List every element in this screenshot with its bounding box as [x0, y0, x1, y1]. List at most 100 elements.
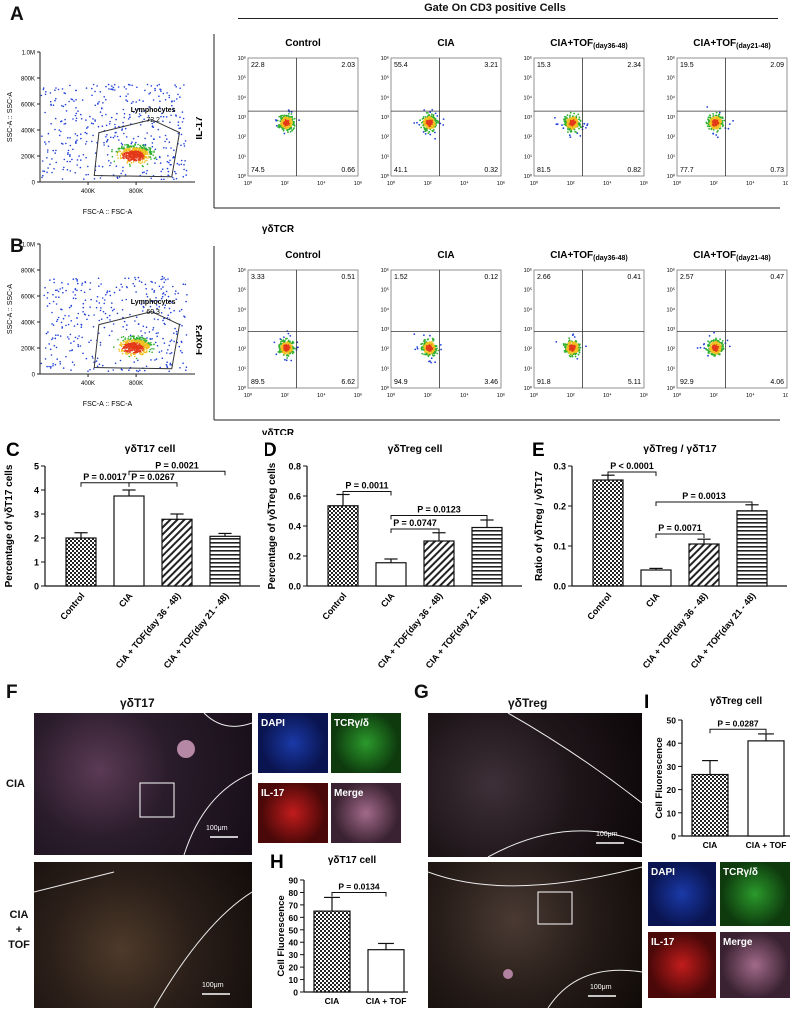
scatter-event: [90, 298, 92, 301]
scatter-event: [131, 339, 134, 341]
scatter-event: [169, 362, 172, 365]
y-tick-label: 0: [671, 832, 676, 842]
flow-event: [722, 124, 725, 127]
scatter-event: [124, 349, 127, 351]
quadrant-ul: 55.4: [394, 62, 408, 69]
scatter-event: [57, 88, 60, 91]
y-tick-label: 40: [289, 938, 299, 948]
flow-event: [728, 123, 731, 125]
flow-event: [713, 123, 716, 126]
scatter-event: [154, 359, 156, 361]
scatter-event: [144, 283, 147, 286]
scatter-event: [111, 148, 113, 151]
y-tick-label: 20: [289, 963, 299, 973]
scatter-event: [96, 357, 99, 360]
scatter-event: [121, 286, 123, 288]
flow-event: [709, 123, 712, 126]
scatter-event: [41, 160, 44, 162]
flow-event: [281, 343, 284, 346]
scatter-event: [136, 351, 138, 354]
scatter-event: [107, 138, 109, 141]
flow-event: [696, 347, 699, 349]
scatter-event: [122, 170, 124, 172]
scatter-event: [56, 289, 58, 291]
flow-event: [573, 128, 576, 131]
p-value: P < 0.0001: [610, 461, 654, 471]
scatter-event: [85, 156, 87, 159]
flow-event: [716, 126, 719, 129]
scatter-event: [85, 174, 87, 176]
scatter-event: [125, 88, 127, 90]
flow-plot-frame: [247, 57, 359, 177]
scatter-event: [55, 87, 57, 89]
scatter-event: [109, 164, 111, 167]
flow-event: [713, 351, 716, 353]
scatter-event: [167, 170, 170, 173]
scatter-event: [61, 287, 64, 289]
scatter-event: [70, 369, 72, 371]
scatter-event: [148, 106, 150, 108]
flow-event: [289, 348, 292, 351]
scatter-event: [150, 153, 153, 155]
scatter-event: [154, 148, 157, 151]
flow-event: [569, 125, 572, 128]
scatter-event: [152, 300, 155, 302]
scatter-event: [170, 114, 172, 117]
flow-x-tick-label: 10⁴: [603, 392, 612, 399]
scatter-event: [143, 351, 146, 354]
scatter-event: [116, 176, 119, 179]
scatter-event: [114, 131, 117, 134]
scatter-event: [147, 155, 150, 158]
flow-event: [564, 343, 567, 345]
flow-event: [567, 131, 569, 133]
scatter-event: [106, 316, 109, 319]
scatter-event: [157, 128, 160, 131]
scatter-event: [52, 300, 55, 303]
scatter-event: [119, 95, 122, 98]
quadrant-ll: 92.9: [680, 379, 694, 386]
scatter-event: [157, 332, 159, 334]
flow-event: [564, 124, 567, 126]
flow-event: [288, 345, 290, 347]
scatter-event: [116, 154, 119, 157]
row-label-ciatof: CIA + TOF: [6, 908, 32, 953]
flow-y-tick-label: 10²: [381, 135, 389, 141]
scatter-event: [137, 143, 139, 146]
category-label: CIA: [644, 590, 662, 609]
scatter-event: [168, 307, 171, 310]
scatter-event: [155, 158, 158, 161]
flow-event: [726, 339, 729, 342]
scatter-event: [126, 162, 128, 164]
scatter-event: [106, 134, 108, 136]
scatter-event: [127, 277, 130, 280]
flow-y-tick-label: 10¹: [524, 366, 532, 372]
scatter-event: [138, 341, 140, 344]
flow-event: [286, 121, 289, 123]
scatter-event: [184, 140, 187, 142]
flow-event: [568, 345, 571, 347]
flow-event: [567, 350, 570, 353]
flow-event: [278, 115, 281, 118]
flow-event: [718, 120, 721, 122]
scatter-event: [142, 157, 144, 160]
scatter-event: [153, 289, 156, 292]
scatter-event: [132, 101, 134, 103]
scatter-event: [140, 114, 142, 117]
flow-event: [282, 115, 285, 118]
scatter-event: [50, 104, 52, 106]
flow-event: [572, 125, 575, 128]
panel-letter: C: [6, 440, 20, 461]
flow-event: [430, 113, 433, 116]
lymphocyte-gate: [93, 119, 181, 178]
scatter-event: [84, 299, 87, 301]
panel-f-letter: F: [6, 682, 18, 703]
scatter-event: [130, 335, 132, 338]
scatter-event: [98, 285, 100, 287]
x-marker-label: γδTCR: [262, 428, 295, 435]
quadrant-lr: 0.66: [341, 167, 355, 174]
quadrant-ur: 2.34: [627, 62, 641, 69]
scatter-event: [139, 369, 141, 372]
scatter-event: [146, 169, 148, 172]
flow-y-tick-label: 10²: [524, 135, 532, 141]
